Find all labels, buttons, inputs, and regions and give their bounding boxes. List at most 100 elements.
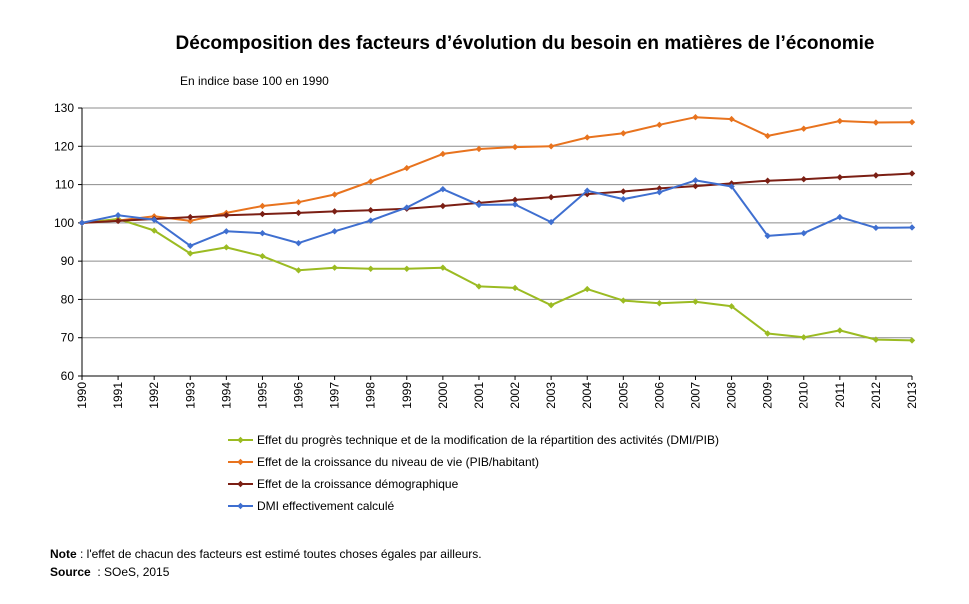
data-point	[223, 228, 230, 235]
data-point	[150, 216, 158, 223]
legend-item: Effet de la croissance démographique	[228, 473, 719, 495]
data-point	[728, 183, 735, 190]
data-point	[295, 209, 302, 217]
series-line	[81, 179, 913, 247]
x-tick-label: 2001	[472, 382, 486, 409]
x-tick-label: 2002	[508, 382, 522, 409]
data-point	[764, 132, 771, 140]
x-tick-label: 2004	[580, 382, 594, 409]
data-point	[836, 117, 844, 125]
data-point	[114, 212, 122, 219]
data-point	[223, 244, 230, 251]
data-point	[439, 202, 447, 210]
data-point	[511, 284, 519, 292]
legend-item: Effet de la croissance du niveau de vie …	[228, 451, 719, 473]
data-point	[439, 185, 447, 193]
x-tick-label: 1993	[183, 382, 197, 409]
data-point	[511, 143, 519, 151]
data-point	[114, 217, 122, 225]
source-label: Source	[50, 565, 91, 579]
data-point	[908, 170, 916, 177]
data-point	[331, 228, 338, 235]
data-point	[331, 264, 338, 271]
source-line: Source : SOeS, 2015	[50, 563, 482, 581]
x-tick-label: 1990	[75, 382, 89, 409]
data-point	[259, 252, 266, 260]
x-tick-label: 1997	[328, 382, 342, 409]
note-text: : l'effet de chacun des facteurs est est…	[76, 547, 482, 561]
data-point	[78, 219, 86, 227]
data-point	[872, 172, 880, 179]
legend-swatch	[228, 436, 253, 444]
data-point	[367, 265, 374, 272]
data-point	[403, 204, 410, 211]
data-point	[620, 130, 627, 137]
data-point	[547, 301, 555, 309]
y-tick-label: 130	[54, 101, 74, 115]
data-point	[547, 143, 555, 150]
series-group	[78, 113, 916, 344]
x-tick-label: 2005	[616, 382, 630, 409]
data-point	[584, 285, 591, 293]
note-label: Note	[50, 547, 77, 561]
legend-swatch	[228, 502, 253, 510]
data-point	[656, 300, 663, 307]
data-point	[259, 202, 266, 210]
data-point	[187, 213, 194, 221]
data-point	[187, 242, 194, 250]
data-point	[295, 198, 302, 206]
data-point	[187, 250, 194, 257]
x-tick-label: 2000	[436, 382, 450, 409]
series-3	[78, 177, 916, 250]
x-tick-label: 2006	[652, 382, 666, 409]
legend: Effet du progrès technique et de la modi…	[228, 429, 719, 517]
x-tick-label: 1991	[111, 382, 125, 409]
data-point	[259, 210, 266, 218]
y-tick-label: 120	[54, 139, 74, 153]
data-point	[908, 224, 916, 231]
series-line	[81, 218, 913, 342]
data-point	[331, 208, 338, 215]
legend-swatch	[228, 480, 253, 488]
data-point	[656, 121, 663, 129]
data-point	[331, 191, 338, 198]
series-2	[78, 170, 916, 227]
data-point	[547, 218, 555, 226]
data-point	[439, 264, 447, 271]
x-tick-label: 1998	[364, 382, 378, 409]
data-point	[150, 227, 158, 234]
legend-item: DMI effectivement calculé	[228, 495, 719, 517]
x-tick-label: 2013	[905, 382, 919, 409]
gridlines	[82, 107, 912, 339]
data-point	[872, 224, 880, 232]
data-point	[511, 196, 519, 204]
x-tick-label: 2012	[869, 382, 883, 409]
x-tick-label: 2003	[544, 382, 558, 409]
data-point	[908, 337, 916, 344]
data-point	[872, 336, 880, 343]
x-tick-label: 2008	[725, 382, 739, 409]
data-point	[692, 177, 699, 184]
data-point	[584, 134, 591, 141]
data-point	[547, 194, 555, 201]
y-tick-label: 110	[55, 178, 74, 192]
x-axis: 1990 1991 1992 1993 1994 1995 1996 1997 1998 1999…	[75, 375, 919, 409]
data-point	[403, 164, 410, 172]
data-point	[584, 187, 591, 194]
data-point	[728, 115, 735, 123]
x-tick-label: 1996	[292, 382, 306, 409]
data-point	[800, 229, 807, 237]
data-point	[511, 201, 519, 208]
data-point	[872, 119, 880, 126]
data-point	[764, 330, 771, 337]
data-point	[295, 267, 302, 274]
data-point	[764, 232, 771, 240]
note-line: Note : l'effet de chacun des facteurs es…	[50, 545, 482, 563]
x-tick-label: 2010	[797, 382, 811, 409]
data-point	[475, 283, 483, 290]
y-axis: 60 70 80 90 100 110 120 130	[54, 101, 83, 383]
data-point	[908, 118, 916, 126]
data-point	[403, 265, 410, 272]
data-point	[439, 150, 447, 158]
data-point	[259, 229, 266, 237]
